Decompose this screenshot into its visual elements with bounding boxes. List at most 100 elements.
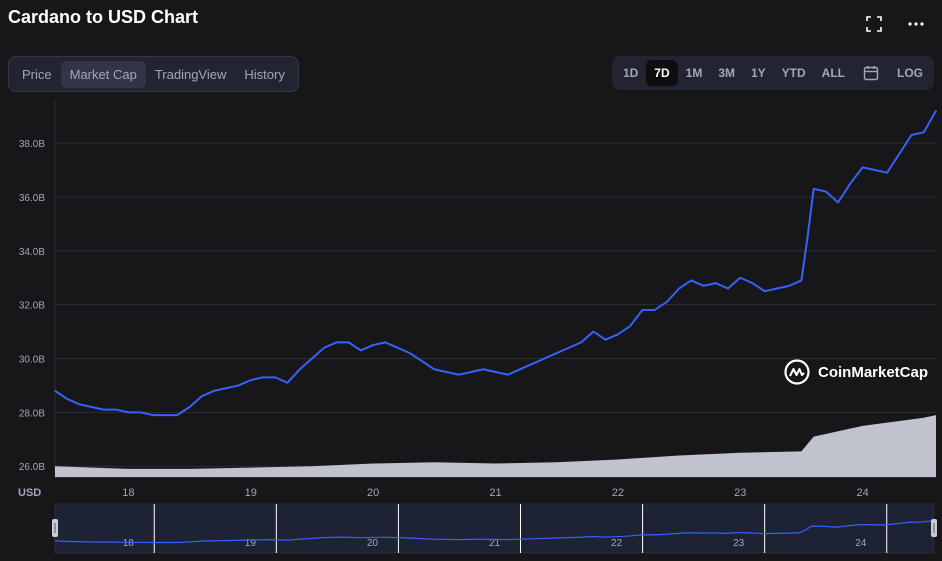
- data-point: [531, 363, 534, 365]
- data-point: [237, 384, 240, 387]
- x-tick-label: 18: [122, 487, 134, 499]
- y-tick-label: 38.0B: [19, 139, 45, 150]
- data-point: [629, 325, 631, 328]
- navigator-tick-label: 21: [489, 538, 501, 549]
- data-point: [457, 373, 460, 376]
- data-point: [384, 341, 387, 344]
- navigator-tick-label: 22: [611, 538, 623, 549]
- range-1d[interactable]: 1D: [622, 66, 639, 80]
- data-point: [617, 333, 619, 336]
- data-point: [323, 346, 325, 349]
- data-point: [396, 346, 399, 349]
- data-point: [580, 341, 582, 344]
- data-point: [176, 414, 179, 416]
- data-point: [812, 188, 815, 190]
- tab-market-cap[interactable]: Market Cap: [60, 60, 146, 88]
- data-point: [702, 285, 705, 287]
- data-point: [727, 287, 729, 290]
- x-tick-label: 23: [734, 487, 746, 499]
- chart-type-tabs: Price Market Cap TradingView History: [8, 56, 299, 92]
- data-point: [164, 414, 166, 416]
- navigator-series-line: [54, 519, 935, 544]
- data-point: [201, 395, 203, 398]
- data-point: [421, 360, 423, 363]
- navigator-tick-label: 18: [123, 538, 135, 549]
- data-point: [922, 131, 925, 134]
- data-point: [690, 279, 693, 282]
- range-navigator: 18 19 20 21 22 23 24: [52, 503, 937, 554]
- header-actions: [864, 14, 926, 34]
- data-point: [249, 379, 252, 381]
- data-point: [519, 368, 521, 371]
- data-point: [66, 398, 69, 400]
- tab-history[interactable]: History: [244, 66, 285, 82]
- y-tick-label: 36.0B: [19, 193, 45, 204]
- data-point: [788, 285, 790, 287]
- data-point: [286, 381, 289, 384]
- log-scale-toggle[interactable]: LOG: [897, 66, 923, 80]
- data-point: [751, 282, 754, 284]
- volume-area: [55, 415, 936, 477]
- data-point: [78, 403, 81, 406]
- navigator-tick-label: 19: [245, 538, 257, 549]
- data-point: [739, 276, 742, 279]
- data-point: [935, 109, 937, 112]
- range-all[interactable]: ALL: [821, 66, 845, 80]
- data-point: [311, 357, 313, 360]
- data-point: [90, 406, 93, 408]
- data-point: [763, 290, 766, 292]
- data-point: [555, 352, 558, 354]
- navigator-tick-label: 23: [733, 538, 745, 549]
- range-7d[interactable]: 7D: [646, 60, 678, 86]
- data-point: [800, 279, 803, 282]
- data-point: [103, 408, 105, 411]
- y-tick-label: 26.0B: [19, 462, 45, 473]
- data-point: [776, 287, 778, 290]
- data-point: [861, 166, 864, 169]
- data-point: [666, 301, 668, 303]
- data-point: [825, 190, 827, 193]
- coinmarketcap-watermark: CoinMarketCap: [784, 359, 928, 385]
- data-point: [409, 352, 411, 354]
- y-axis-labels: 26.0B 28.0B 30.0B 32.0B 34.0B 36.0B 38.0B: [19, 139, 45, 473]
- x-tick-label: 21: [489, 487, 501, 499]
- y-tick-label: 28.0B: [19, 408, 45, 419]
- tab-price[interactable]: Price: [22, 66, 52, 82]
- market-cap-series-line: [54, 110, 937, 417]
- navigator-tick-label: 24: [855, 538, 867, 549]
- fullscreen-icon[interactable]: [864, 14, 884, 34]
- data-point: [139, 411, 142, 414]
- x-tick-label: 22: [612, 487, 624, 499]
- data-point: [592, 330, 595, 333]
- data-point: [298, 368, 301, 371]
- data-point: [188, 406, 191, 408]
- tab-tradingview[interactable]: TradingView: [154, 66, 227, 82]
- range-1y[interactable]: 1Y: [750, 66, 766, 80]
- data-point: [837, 201, 839, 204]
- data-point: [898, 153, 901, 155]
- y-tick-label: 32.0B: [19, 301, 45, 312]
- data-point: [433, 368, 436, 371]
- grid-lines: [54, 100, 936, 477]
- x-tick-label: 20: [367, 487, 379, 499]
- x-axis-labels: 18 19 20 21 22 23 24: [122, 487, 868, 499]
- range-1m[interactable]: 1M: [685, 66, 703, 80]
- page-title: Cardano to USD Chart: [8, 7, 199, 27]
- data-point: [152, 414, 154, 416]
- calendar-icon[interactable]: [853, 60, 889, 86]
- volume-area-path: [55, 415, 936, 477]
- data-point: [714, 282, 717, 284]
- more-icon[interactable]: [906, 14, 926, 34]
- y-tick-label: 30.0B: [19, 355, 45, 366]
- data-point: [874, 169, 876, 171]
- data-point: [445, 371, 448, 373]
- data-point: [568, 346, 570, 349]
- data-point: [543, 357, 546, 360]
- data-point: [360, 349, 362, 352]
- range-ytd[interactable]: YTD: [781, 66, 806, 80]
- range-3m[interactable]: 3M: [718, 66, 735, 80]
- data-point: [213, 390, 215, 392]
- coinmarketcap-logo-icon: [784, 359, 810, 385]
- data-point: [347, 341, 350, 344]
- time-range-selector: 1D 7D 1M 3M 1Y YTD ALL LOG: [611, 56, 934, 90]
